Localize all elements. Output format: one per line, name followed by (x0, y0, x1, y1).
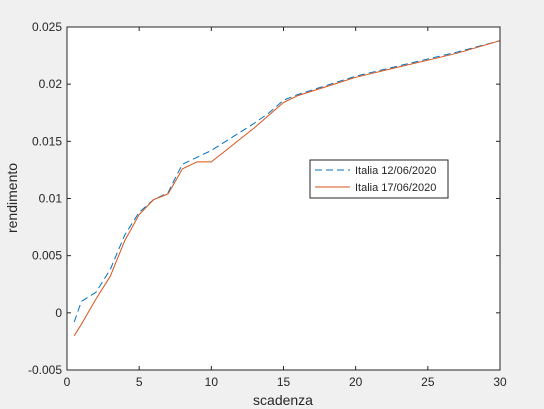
x-tick-label: 25 (421, 375, 435, 389)
x-ticks: 0 5 10 15 20 25 30 (64, 27, 507, 389)
y-axis-label: rendimento (4, 163, 20, 233)
x-tick-label: 20 (349, 375, 363, 389)
legend-label-1: Italia 12/06/2020 (355, 165, 436, 177)
y-tick-label: 0 (55, 306, 62, 320)
y-tick-label: 0.015 (32, 134, 62, 148)
legend-label-2: Italia 17/06/2020 (355, 182, 436, 194)
y-tick-label: -0.005 (28, 363, 62, 377)
y-ticks: -0.005 0 0.005 0.01 0.015 0.02 0.025 (28, 20, 500, 377)
x-tick-label: 30 (493, 375, 507, 389)
x-tick-label: 5 (136, 375, 143, 389)
x-tick-label: 0 (64, 375, 71, 389)
series-line-1 (73, 40, 501, 323)
x-tick-label: 15 (277, 375, 291, 389)
y-tick-label: 0.02 (39, 77, 63, 91)
legend: Italia 12/06/2020 Italia 17/06/2020 (309, 159, 449, 199)
x-axis-label: scadenza (253, 392, 313, 408)
y-tick-label: 0.01 (39, 192, 63, 206)
y-tick-label: 0.025 (32, 20, 62, 34)
x-tick-label: 10 (205, 375, 219, 389)
series-layer (73, 40, 501, 336)
y-tick-label: 0.005 (32, 249, 62, 263)
legend-box (309, 159, 449, 199)
series-line-2 (73, 40, 501, 336)
